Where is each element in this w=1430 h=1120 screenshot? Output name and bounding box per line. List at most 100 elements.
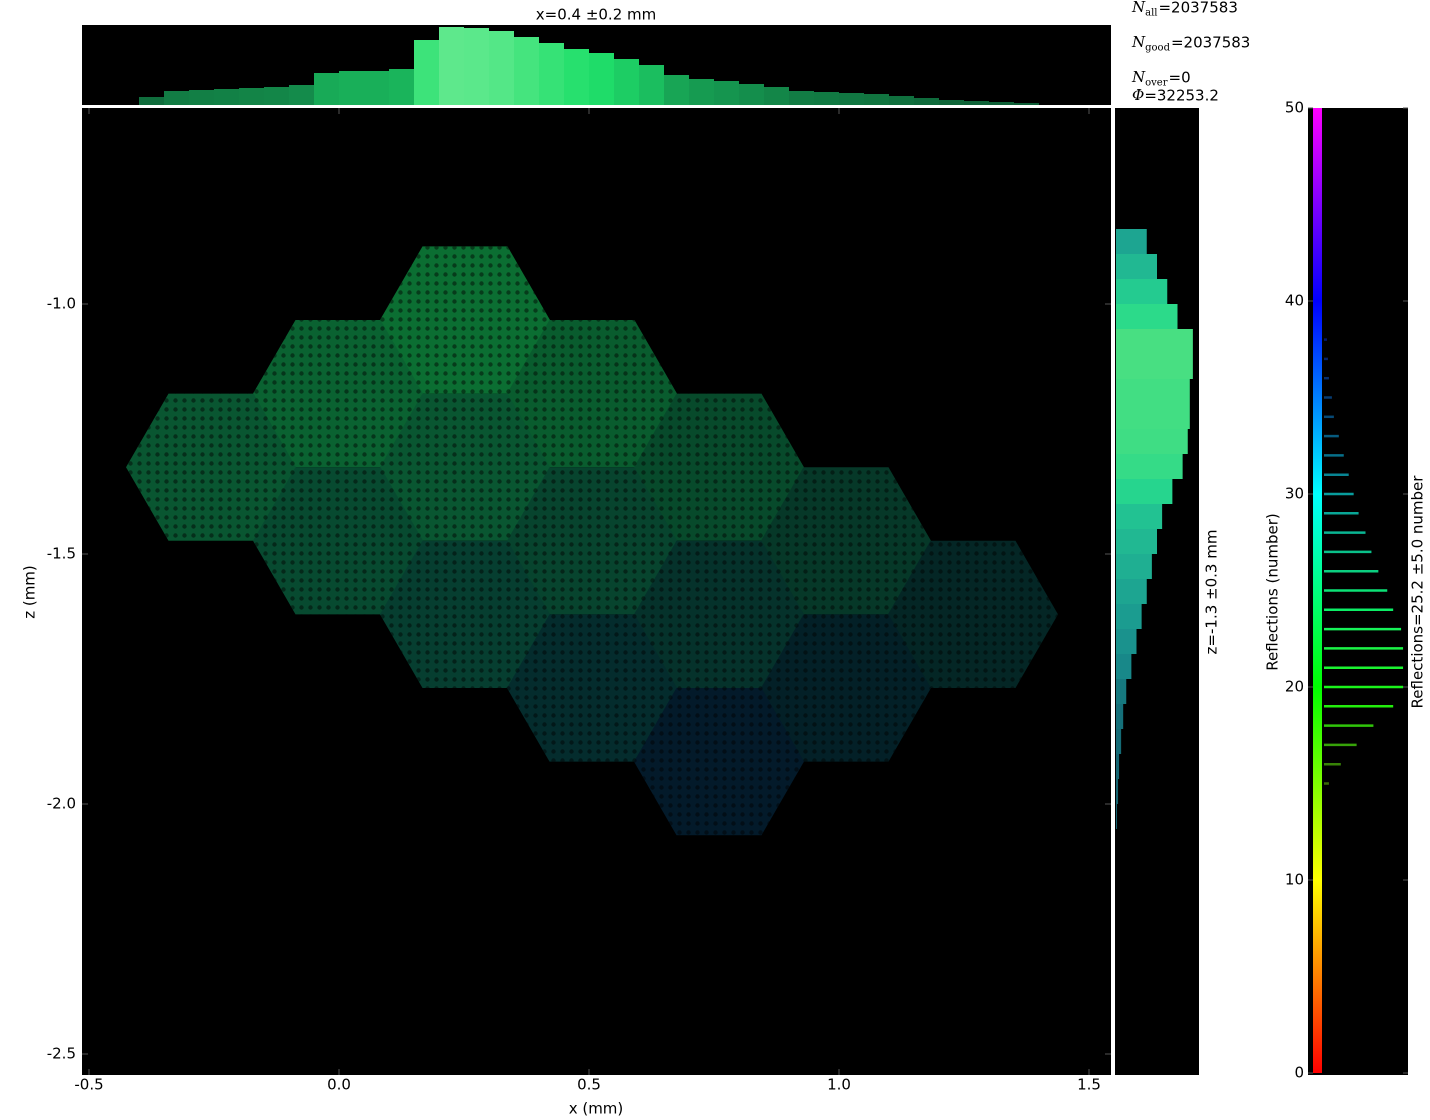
hex-texture (634, 393, 804, 541)
hist-bar (1116, 754, 1120, 779)
hist-bar (1014, 103, 1039, 105)
x-tick-label: 0.0 (327, 1076, 351, 1094)
hist-bar (1116, 304, 1178, 329)
hist-bar (1116, 454, 1183, 479)
stat-symbol: N (1131, 0, 1146, 16)
hist-bar (1116, 279, 1168, 304)
hist-bar (989, 102, 1014, 105)
hist-bar (1116, 554, 1152, 579)
hex-texture (380, 246, 550, 394)
hist-bar (439, 27, 464, 105)
hist-bar (389, 69, 414, 105)
hist-bar (739, 84, 764, 105)
hist-bar (1116, 254, 1157, 279)
stat-subscript: good (1145, 43, 1170, 54)
top-title: x=0.4 ±0.2 mm (536, 6, 656, 24)
y-tick-label: 30 (1285, 485, 1304, 503)
y-tick-label: 50 (1285, 99, 1304, 117)
hex-texture (761, 614, 931, 762)
hist-bar (789, 91, 814, 105)
stat-symbol: N (1131, 33, 1146, 51)
hex-texture (253, 320, 423, 468)
hist-bar (564, 49, 589, 105)
y-tick-label: 20 (1285, 678, 1304, 696)
hist-bar (1116, 229, 1147, 254)
hist-bar (1116, 379, 1190, 404)
hex-texture (761, 467, 931, 615)
hist-bar (1116, 529, 1157, 554)
stat-value: =2037583 (1158, 0, 1237, 17)
hex-texture (507, 614, 677, 762)
hex-texture (888, 540, 1058, 688)
hist-bar (589, 53, 614, 105)
hist-bar (1116, 629, 1137, 654)
y-tick-label: -1.5 (47, 545, 76, 563)
hist-bar (1116, 604, 1142, 629)
stat-subscript: over (1145, 78, 1168, 89)
hist-bar (1116, 579, 1147, 604)
hist-bar (1116, 654, 1132, 679)
y-tick-label: -1.0 (47, 295, 76, 313)
hex-texture (126, 393, 296, 541)
y-tick-label: 40 (1285, 292, 1304, 310)
stat-symbol: N (1131, 68, 1146, 86)
hist-bar (664, 75, 689, 105)
hist-bar (164, 91, 189, 105)
hex-texture (380, 393, 550, 541)
hist-bar (1116, 354, 1193, 379)
hex-texture (507, 467, 677, 615)
side-label: z=-1.3 ±0.3 mm (1203, 530, 1221, 655)
hist-bar (764, 87, 789, 105)
hist-bar (889, 96, 914, 105)
hist-bar (364, 71, 389, 105)
hist-bar (1116, 679, 1127, 704)
hist-bar (139, 97, 164, 105)
hist-bar (689, 79, 714, 105)
colorbar (1313, 108, 1322, 1073)
hist-bar (614, 59, 639, 105)
y-tick-label: 10 (1285, 871, 1304, 889)
hex-texture (507, 320, 677, 468)
x-tick-label: 0.5 (577, 1076, 601, 1094)
hist-bar (339, 71, 364, 105)
hist-bar (489, 31, 514, 105)
stat-symbol: Φ (1132, 86, 1144, 104)
colorbar-hist-label: Reflections=25.2 ±5.0 number (1409, 475, 1427, 709)
hist-bar (464, 28, 489, 105)
stat-value: =32253.2 (1144, 87, 1219, 105)
hex-texture (634, 540, 804, 688)
hist-bar (939, 100, 964, 105)
x-tick-label: 1.0 (827, 1076, 851, 1094)
hist-bar (414, 40, 439, 105)
stat-value: =0 (1169, 69, 1191, 87)
y-tick-label: 0 (1294, 1064, 1304, 1082)
hist-bar (1116, 704, 1124, 729)
hist-bar (214, 89, 239, 105)
hist-bar (964, 101, 989, 105)
hist-bar (839, 93, 864, 105)
hist-bar (639, 65, 664, 105)
hist-bar (514, 37, 539, 105)
hist-bar (1116, 329, 1193, 354)
hist-bar (714, 81, 739, 105)
x-tick-label: -0.5 (74, 1076, 103, 1094)
hex-texture (634, 688, 804, 836)
hist-bar (1116, 429, 1188, 454)
hist-bar (914, 98, 939, 105)
hist-bar (1116, 504, 1163, 529)
stat-subscript: all (1145, 8, 1157, 19)
hist-bar (864, 94, 889, 105)
hist-bar (264, 87, 289, 105)
image (126, 246, 1058, 836)
hist-bar (1116, 804, 1118, 829)
colorbar-label: Reflections (number) (1264, 513, 1282, 670)
hist-bar (289, 85, 314, 105)
hist-bar (1116, 404, 1190, 429)
hist-bar (814, 92, 839, 105)
x-tick-label: 1.5 (1077, 1076, 1101, 1094)
stat-value: =2037583 (1171, 34, 1250, 52)
hist-bar (189, 90, 214, 105)
x-axis-label: x (mm) (569, 1100, 624, 1118)
hist-bar (239, 88, 264, 105)
